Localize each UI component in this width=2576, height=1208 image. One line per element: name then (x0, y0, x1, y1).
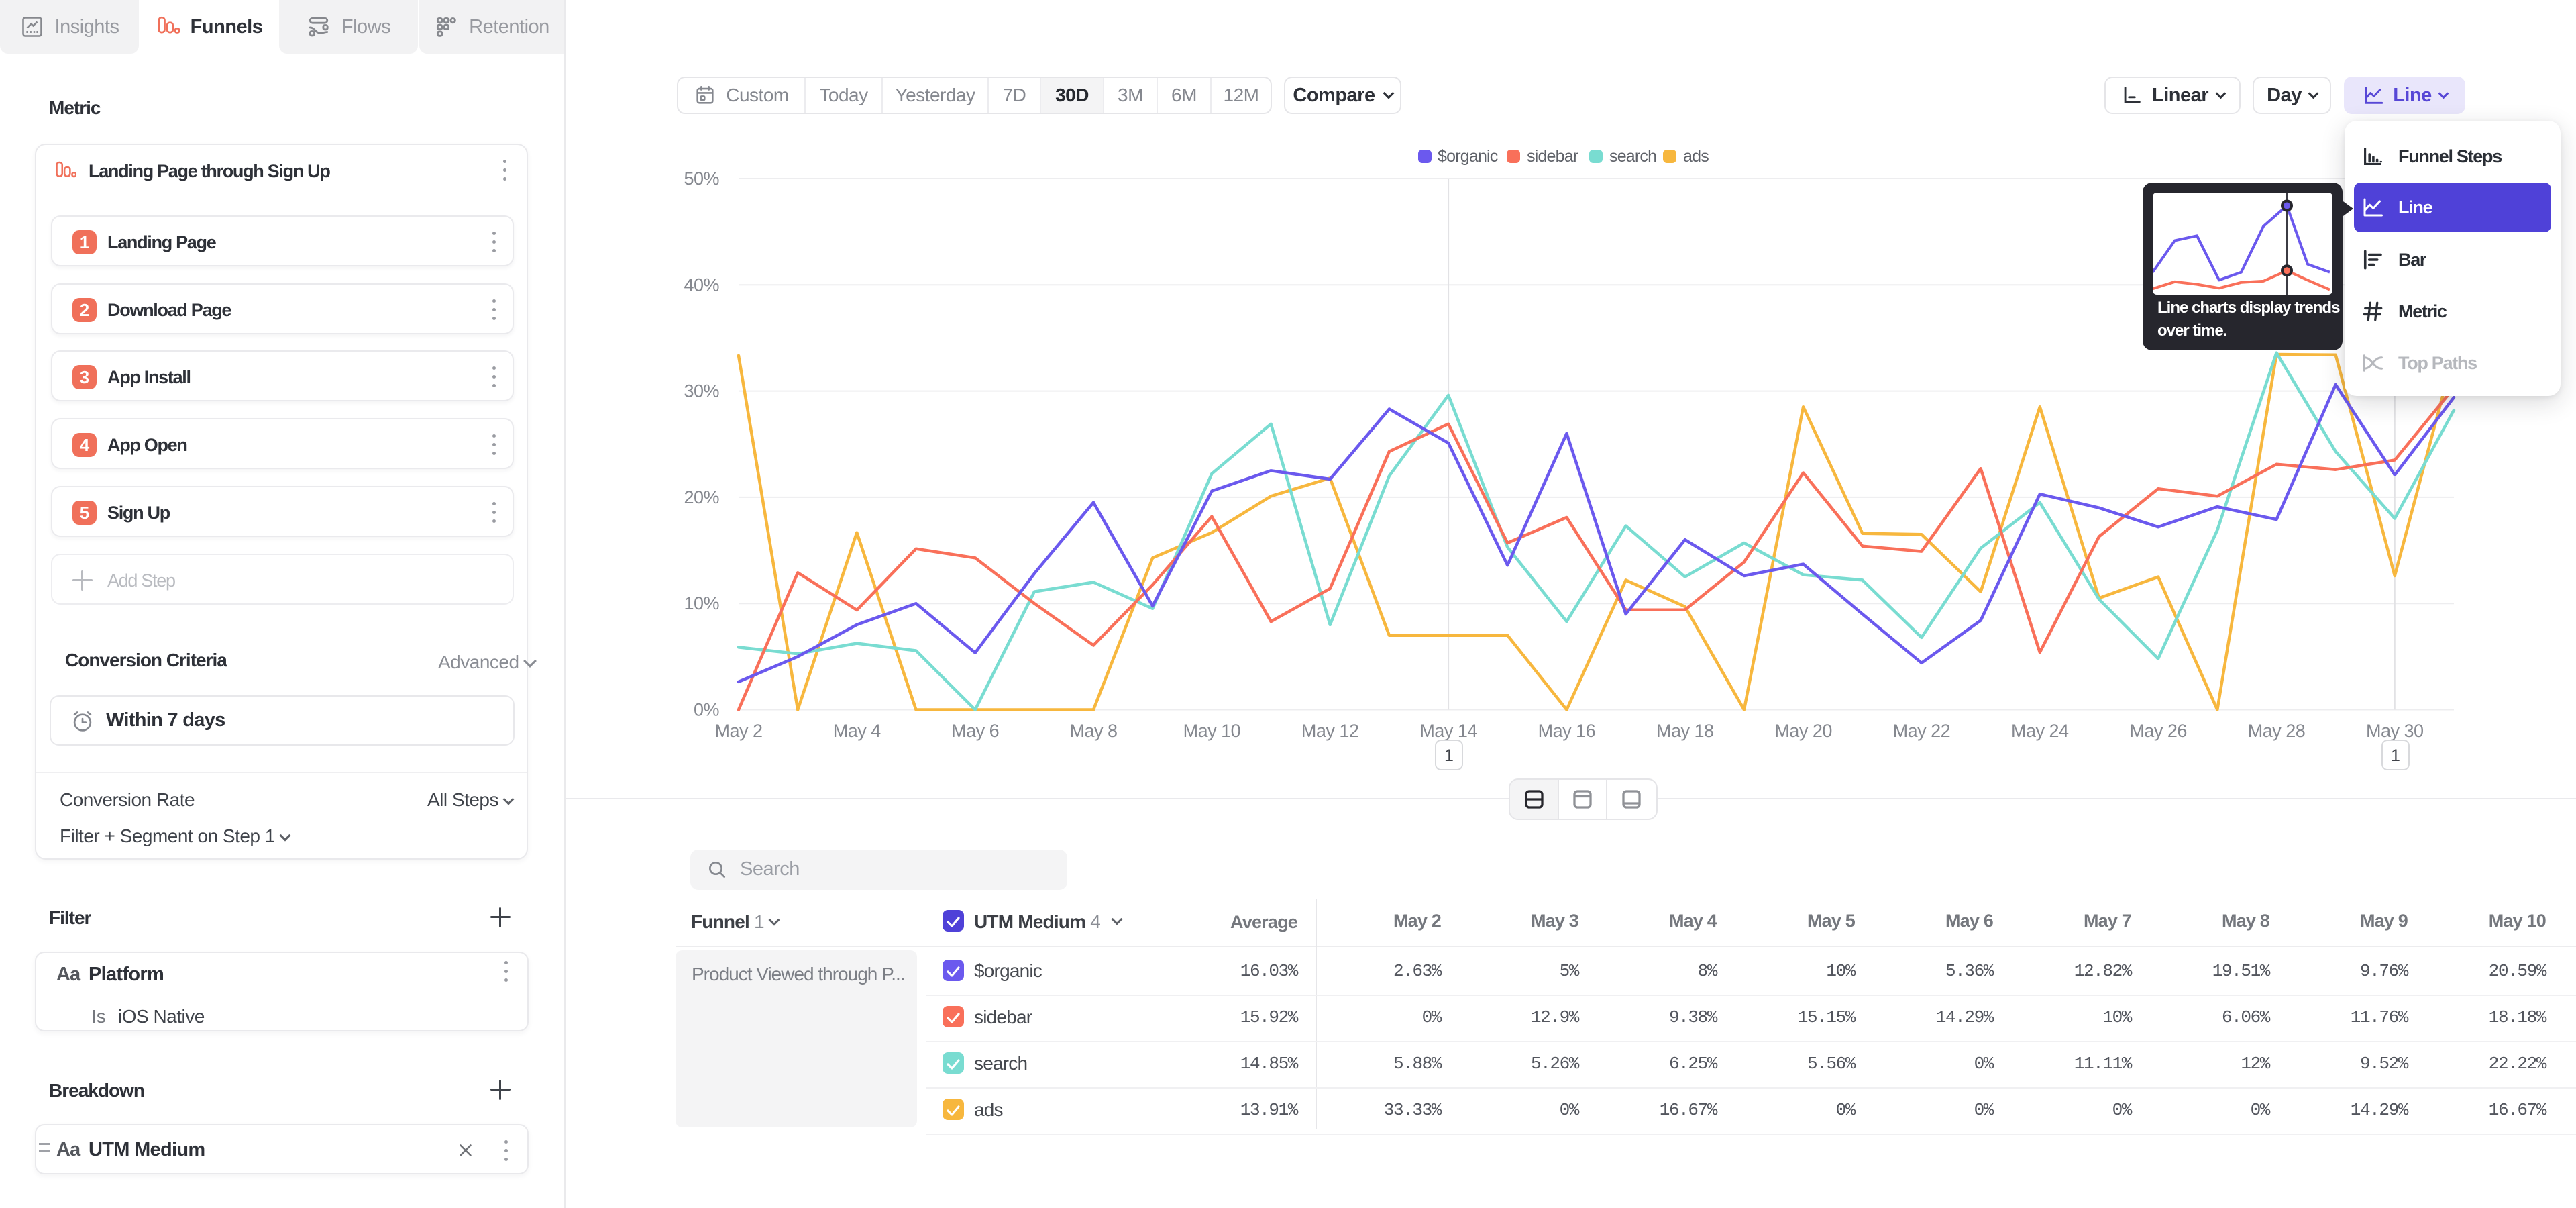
svg-text:40%: 40% (684, 274, 719, 295)
svg-text:May 14: May 14 (1419, 721, 1477, 741)
svg-text:May 22: May 22 (1893, 721, 1951, 741)
svg-text:May 2: May 2 (714, 721, 762, 741)
svg-text:May 30: May 30 (2366, 721, 2424, 741)
svg-text:May 24: May 24 (2011, 721, 2069, 741)
svg-text:50%: 50% (684, 168, 719, 189)
svg-text:May 20: May 20 (1774, 721, 1832, 741)
svg-text:10%: 10% (684, 593, 719, 613)
svg-text:May 4: May 4 (833, 721, 881, 741)
svg-text:May 28: May 28 (2248, 721, 2306, 741)
svg-text:May 26: May 26 (2129, 721, 2187, 741)
svg-text:May 12: May 12 (1301, 721, 1359, 741)
svg-text:May 16: May 16 (1538, 721, 1596, 741)
svg-text:20%: 20% (684, 487, 719, 507)
svg-text:30%: 30% (684, 381, 719, 401)
svg-text:May 10: May 10 (1183, 721, 1241, 741)
svg-text:May 6: May 6 (951, 721, 999, 741)
svg-text:May 18: May 18 (1656, 721, 1714, 741)
svg-text:0%: 0% (694, 700, 720, 720)
svg-text:May 8: May 8 (1069, 721, 1117, 741)
